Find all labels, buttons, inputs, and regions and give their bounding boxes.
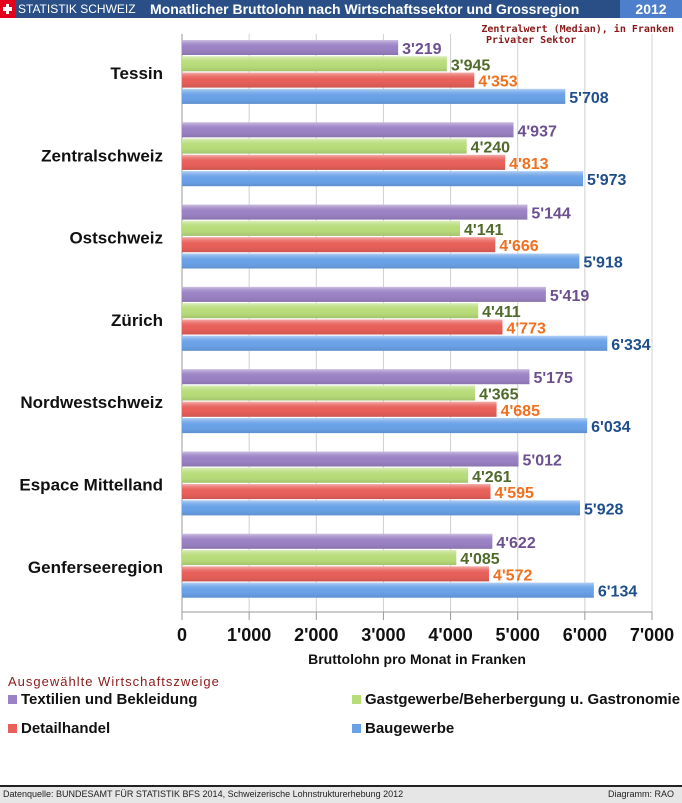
data-label: 4'773 — [506, 321, 546, 338]
data-label: 4'365 — [479, 387, 519, 404]
bar-shine — [182, 56, 447, 72]
bar-shine — [182, 451, 519, 467]
brand: STATISTIK SCHWEIZ — [18, 2, 136, 16]
bar-shine — [182, 369, 530, 385]
data-label: 6'134 — [598, 584, 638, 601]
bar-shine — [182, 533, 493, 549]
category-label: Nordwestschweiz — [20, 393, 163, 412]
data-label: 5'419 — [550, 288, 590, 305]
bar-shine — [182, 171, 584, 187]
data-label: 4'937 — [517, 123, 557, 140]
bar-shine — [182, 582, 594, 598]
credit: Diagramm: RAO — [607, 789, 674, 799]
legend-swatch-icon — [352, 695, 361, 704]
data-label: 4'685 — [501, 403, 541, 420]
chart-title: Monatlicher Bruttolohn nach Wirtschaftss… — [150, 1, 580, 17]
legend-label: Gastgewerbe/Beherbergung u. Gastronomie — [365, 691, 681, 708]
x-tick-label: 0 — [177, 625, 187, 645]
bar-shine — [182, 550, 457, 566]
bar-shine — [182, 286, 546, 302]
legend-swatch-icon — [352, 724, 361, 733]
data-label: 5'175 — [533, 370, 573, 387]
bar-shine — [182, 204, 528, 220]
note-sector: Privater Sektor — [486, 35, 577, 46]
note-median: Zentralwert (Median), in Franken — [481, 24, 674, 35]
category-label: Genferseeregion — [28, 558, 163, 577]
data-label: 4'572 — [493, 567, 533, 584]
x-tick-label: 4'000 — [428, 625, 472, 645]
data-label: 4'353 — [478, 74, 517, 91]
x-axis-title: Bruttolohn pro Monat in Franken — [308, 651, 526, 667]
bar-shine — [182, 401, 497, 417]
x-tick-label: 5'000 — [496, 625, 540, 645]
footer: Datenquelle: BUNDESAMT FÜR STATISTIK BFS… — [0, 785, 682, 803]
data-label: 4'085 — [460, 551, 500, 568]
data-label: 5'012 — [523, 453, 563, 470]
x-tick-label: 1'000 — [227, 625, 271, 645]
data-label: 4'261 — [472, 469, 512, 486]
category-label: Zentralschweiz — [41, 146, 163, 165]
bar-shine — [182, 72, 475, 88]
category-label: Tessin — [110, 64, 163, 83]
legend-item: Baugewerbe — [352, 720, 454, 737]
bar-shine — [182, 122, 514, 138]
legend-swatch-icon — [8, 695, 17, 704]
data-label: 6'334 — [611, 337, 651, 354]
data-label: 4'666 — [499, 238, 539, 255]
category-label: Ostschweiz — [69, 229, 163, 248]
year-badge: 2012 — [620, 0, 682, 18]
bar-shine — [182, 418, 588, 434]
x-tick-label: 3'000 — [361, 625, 405, 645]
legend-swatch-icon — [8, 724, 17, 733]
bar-shine — [182, 385, 476, 401]
legend-label: Textilien und Bekleidung — [21, 691, 198, 708]
bar-shine — [182, 40, 399, 55]
legend-title: Ausgewählte Wirtschaftszweige — [8, 674, 220, 689]
legend-item: Textilien und Bekleidung — [8, 691, 197, 708]
bar-shine — [182, 220, 461, 236]
bar-shine — [182, 138, 467, 154]
source-note: Datenquelle: BUNDESAMT FÜR STATISTIK BFS… — [3, 789, 404, 799]
legend-item: Gastgewerbe/Beherbergung u. Gastronomie — [352, 691, 680, 708]
data-label: 5'708 — [569, 90, 609, 107]
data-label: 5'918 — [583, 255, 623, 272]
data-label: 3'945 — [451, 57, 491, 74]
bar-shine — [182, 467, 469, 483]
bar-shine — [182, 500, 581, 516]
x-tick-label: 6'000 — [563, 625, 607, 645]
bar-shine — [182, 154, 506, 170]
data-label: 4'622 — [496, 535, 536, 552]
bar-shine — [182, 484, 491, 500]
data-label: 5'928 — [584, 501, 624, 518]
bar-shine — [182, 88, 566, 104]
data-label: 5'973 — [587, 172, 627, 189]
header-bar: STATISTIK SCHWEIZ Monatlicher Bruttolohn… — [0, 0, 682, 18]
data-label: 4'240 — [471, 140, 511, 157]
x-tick-label: 2'000 — [294, 625, 338, 645]
swiss-flag-icon — [0, 0, 15, 18]
legend-label: Detailhandel — [21, 720, 111, 737]
bar-shine — [182, 319, 503, 335]
category-label: Zürich — [111, 311, 163, 330]
legend-item: Detailhandel — [8, 720, 110, 737]
bar-shine — [182, 253, 580, 269]
data-label: 4'595 — [495, 485, 535, 502]
category-label: Espace Mittelland — [19, 476, 163, 495]
bar-shine — [182, 303, 479, 319]
bar-shine — [182, 237, 496, 253]
x-tick-label: 7'000 — [630, 625, 674, 645]
data-label: 3'219 — [402, 41, 442, 58]
bar-chart: 0 1'000 2'000 3'000 4'000 5'000 6'000 7'000 Brut… — [19, 34, 674, 667]
data-label: 4'411 — [482, 304, 521, 321]
legend-label: Baugewerbe — [365, 720, 455, 737]
data-label: 4'141 — [464, 222, 504, 239]
data-label: 5'144 — [531, 206, 571, 223]
bar-shine — [182, 566, 489, 582]
data-label: 4'813 — [509, 156, 549, 173]
bar-shine — [182, 335, 608, 351]
data-label: 6'034 — [591, 419, 631, 436]
